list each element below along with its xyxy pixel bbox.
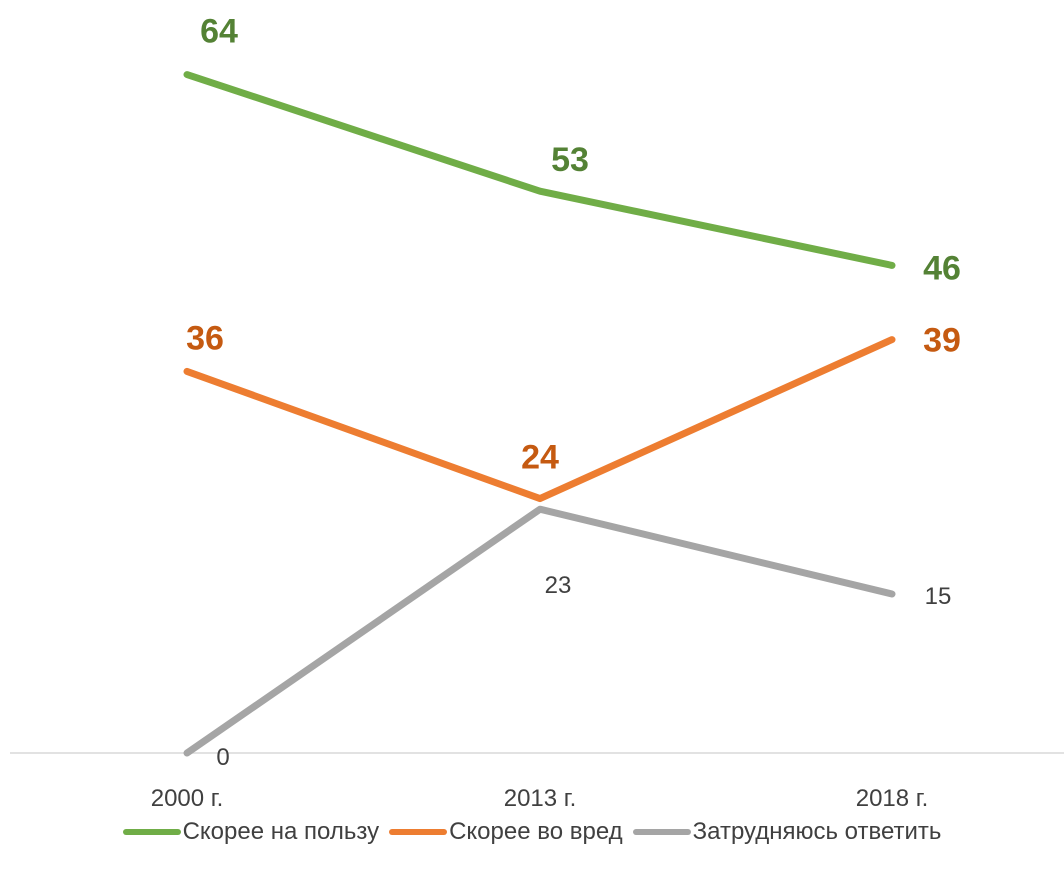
data-label: 23 [545,572,572,599]
data-label: 53 [551,141,589,179]
data-label: 15 [925,583,952,610]
legend-swatch [633,829,691,835]
data-label: 0 [216,744,229,771]
data-label: 64 [200,13,238,51]
x-tick-label: 2018 г. [856,785,929,812]
data-label: 24 [521,439,559,477]
series-line [187,75,892,266]
data-label: 39 [923,322,961,360]
chart-legend: Скорее на пользу Скорее во вред Затрудняюс… [0,810,1064,854]
x-tick-label: 2013 г. [504,785,577,812]
legend-label: Затрудняюсь ответить [693,818,942,846]
legend-label: Скорее на пользу [183,818,380,846]
x-tick-label: 2000 г. [151,785,224,812]
data-label: 46 [923,249,961,287]
legend-swatch [389,829,447,835]
series-line [187,509,892,753]
legend-item: Скорее во вред [389,818,623,846]
data-label: 36 [186,319,224,357]
legend-swatch [123,829,181,835]
legend-item: Затрудняюсь ответить [633,818,942,846]
legend-label: Скорее во вред [449,818,623,846]
legend-item: Скорее на пользу [123,818,380,846]
